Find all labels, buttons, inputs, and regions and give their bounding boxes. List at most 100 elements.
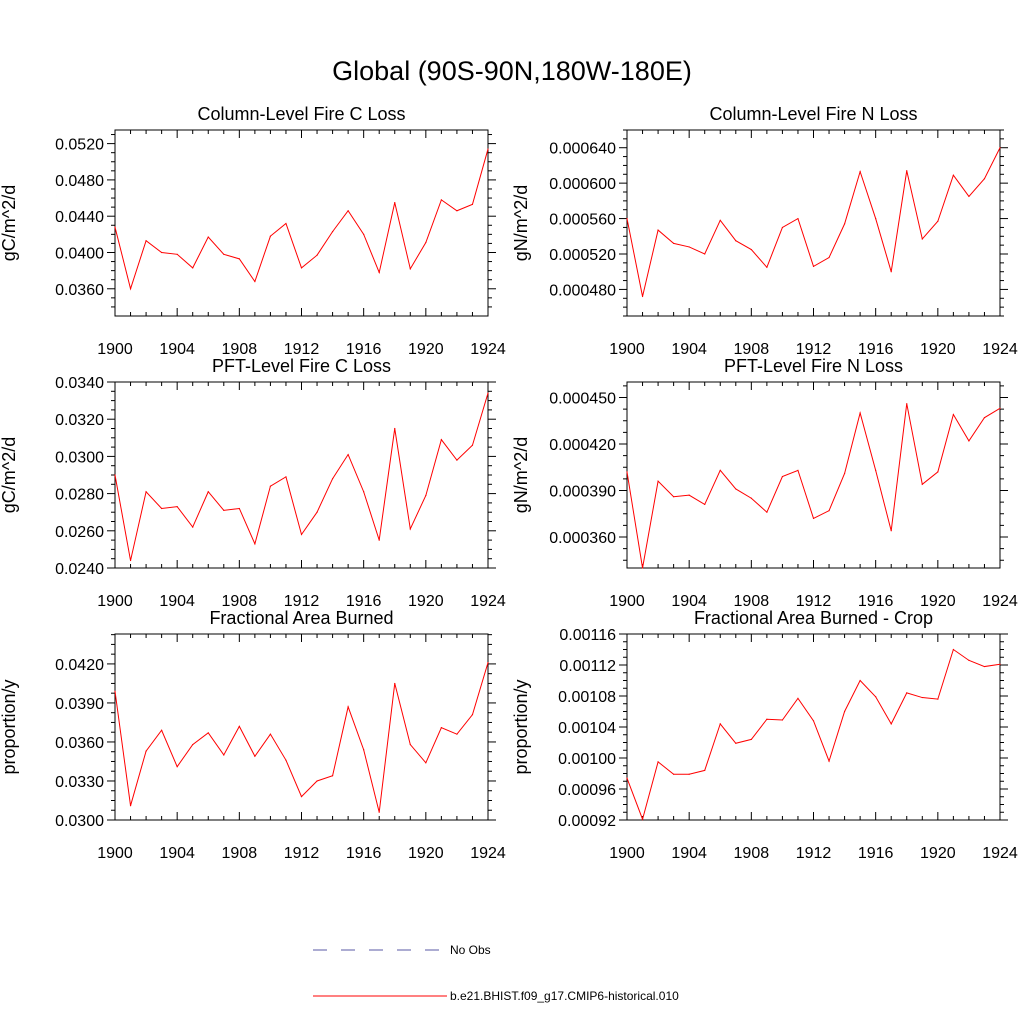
chart-title: PFT-Level Fire N Loss <box>724 356 903 376</box>
data-point <box>875 217 877 220</box>
data-point <box>331 231 334 233</box>
data-point <box>890 530 892 532</box>
data-point <box>471 444 474 446</box>
data-point <box>937 220 939 222</box>
chart-panel-5: Fractional Area Burned proportion/y 1900 19… <box>0 608 506 862</box>
chart-panel-1: Column-Level Fire C Loss gC/m^2/d 1900 1904… <box>0 104 506 358</box>
data-point <box>688 494 690 496</box>
data-point <box>223 754 225 756</box>
data-point <box>797 469 799 471</box>
x-tick-label: 1920 <box>408 341 444 358</box>
x-tick-label: 1916 <box>346 341 382 358</box>
data-point <box>673 242 675 244</box>
data-point <box>704 503 706 506</box>
y-tick-label: 0.0340 <box>55 375 104 392</box>
data-point <box>999 663 1001 665</box>
data-point <box>440 727 442 729</box>
x-tick-label: 1900 <box>97 845 133 862</box>
y-tick-label: 0.000640 <box>549 141 616 158</box>
data-point <box>921 483 923 485</box>
y-tick-label: 0.00104 <box>558 720 616 737</box>
data-point <box>378 811 380 813</box>
data-point <box>145 750 147 752</box>
data-point <box>223 509 225 511</box>
data-point <box>238 725 240 727</box>
series-line <box>626 648 1001 821</box>
data-point <box>719 723 721 725</box>
data-point <box>394 427 396 430</box>
data-point <box>875 696 877 698</box>
y-tick-label: 0.0360 <box>55 282 104 299</box>
data-point <box>192 526 194 528</box>
data-point <box>735 240 737 242</box>
chart-title: Column-Level Fire N Loss <box>709 104 917 124</box>
y-tick-label: 0.0520 <box>55 137 104 154</box>
x-tick-label: 1900 <box>609 593 645 610</box>
y-tick-label: 0.0240 <box>55 561 104 578</box>
data-point <box>363 491 365 493</box>
data-point <box>114 474 116 476</box>
data-point <box>906 403 908 405</box>
data-point <box>316 780 318 782</box>
data-point <box>750 497 752 499</box>
data-point <box>952 174 954 176</box>
legend-model-label: b.e21.BHIST.f09_g17.CMIP6-historical.010 <box>450 989 679 1003</box>
data-point <box>641 295 644 298</box>
data-point <box>331 478 334 480</box>
data-point <box>207 732 209 734</box>
data-point <box>983 417 986 419</box>
data-point <box>983 665 986 668</box>
chart-title: Fractional Area Burned <box>209 608 393 628</box>
data-point <box>906 170 908 172</box>
data-point <box>828 256 830 259</box>
y-tick-label: 0.0300 <box>55 449 104 466</box>
data-point <box>688 246 690 248</box>
data-point <box>673 773 675 775</box>
data-point <box>890 723 892 725</box>
x-tick-label: 1900 <box>97 341 133 358</box>
plot-frame <box>626 633 1001 821</box>
data-point <box>269 733 272 735</box>
data-point <box>906 692 908 694</box>
y-tick-label: 0.00100 <box>558 751 616 768</box>
y-tick-label: 0.00112 <box>559 658 616 675</box>
x-tick-label: 1912 <box>796 593 832 610</box>
data-point <box>207 236 209 238</box>
data-point <box>145 240 147 242</box>
data-point <box>114 226 116 228</box>
data-point <box>704 769 706 772</box>
data-point <box>999 147 1001 149</box>
data-point <box>487 392 489 394</box>
data-point <box>145 491 147 493</box>
data-point <box>673 496 675 498</box>
data-point <box>238 258 240 260</box>
data-point <box>766 266 768 268</box>
x-tick-label: 1924 <box>470 341 506 358</box>
data-point <box>766 511 768 513</box>
y-tick-label: 0.00108 <box>558 689 616 706</box>
data-point <box>641 567 644 569</box>
data-point <box>207 491 209 493</box>
y-axis-label: gN/m^2/d <box>511 437 531 513</box>
data-point <box>471 203 474 205</box>
plot-frame <box>114 633 489 821</box>
data-point <box>176 766 178 768</box>
y-tick-label: 0.0400 <box>55 245 104 262</box>
x-tick-label: 1904 <box>671 593 707 610</box>
data-point <box>704 253 706 255</box>
chart-title: Fractional Area Burned - Crop <box>694 608 933 628</box>
x-tick-label: 1912 <box>284 341 320 358</box>
x-tick-label: 1904 <box>159 845 195 862</box>
series-line <box>626 403 1001 569</box>
data-point <box>161 251 163 254</box>
x-tick-label: 1912 <box>284 845 320 862</box>
data-point <box>425 762 427 764</box>
y-tick-label: 0.000560 <box>549 212 616 229</box>
chart-title: PFT-Level Fire C Loss <box>212 356 391 376</box>
data-point <box>363 749 365 751</box>
x-tick-label: 1912 <box>284 593 320 610</box>
y-axis-label: proportion/y <box>0 679 19 774</box>
x-tick-label: 1900 <box>609 845 645 862</box>
data-point <box>269 235 272 237</box>
data-point <box>347 706 349 708</box>
